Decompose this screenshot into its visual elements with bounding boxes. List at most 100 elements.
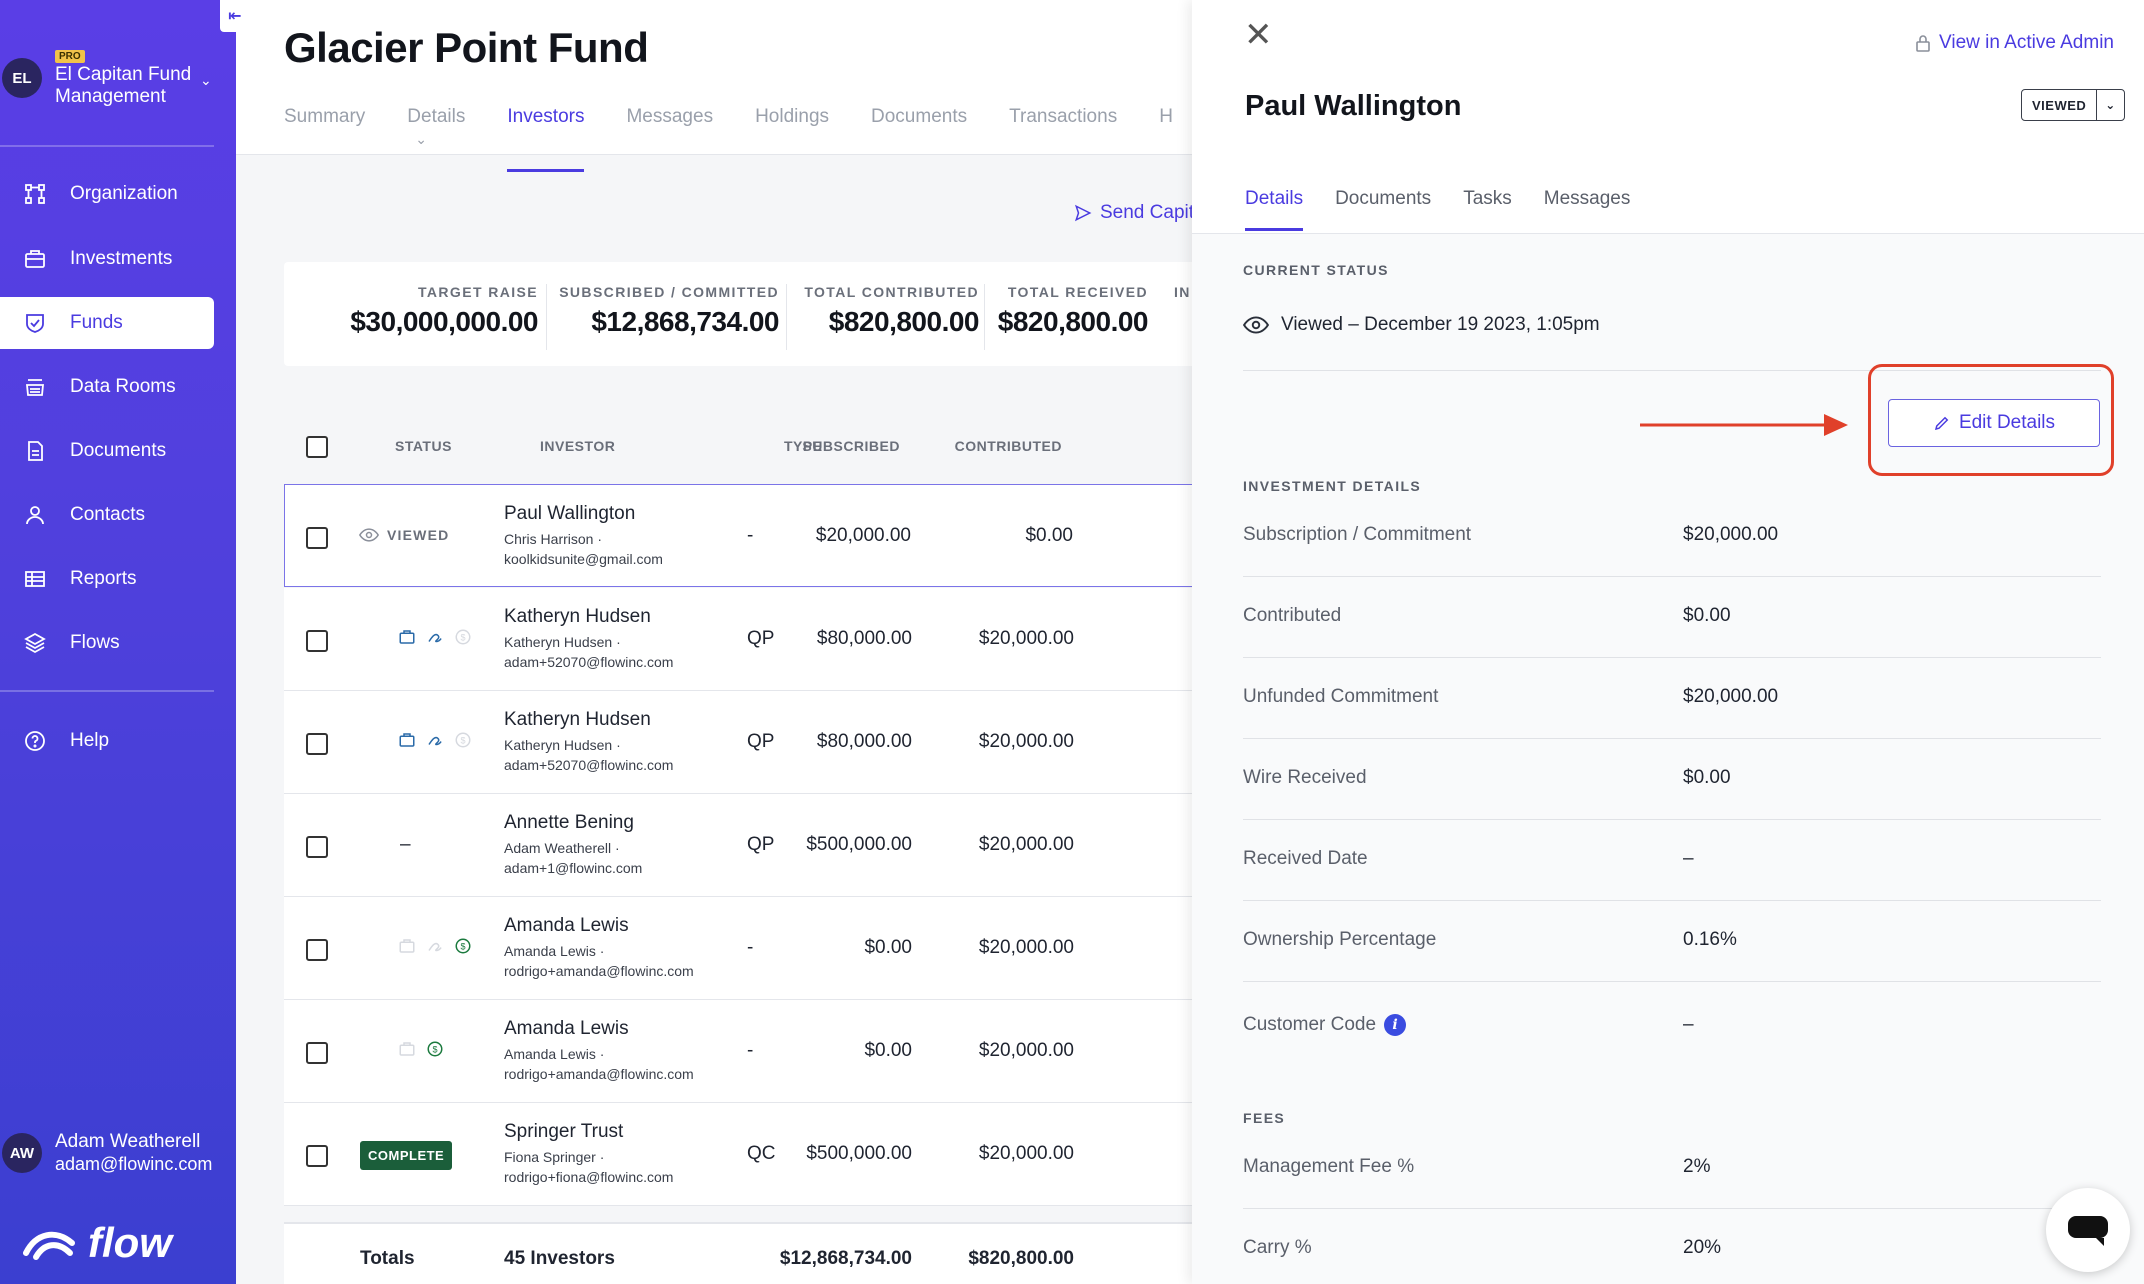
status-icons: $ xyxy=(398,628,472,646)
row-checkbox[interactable] xyxy=(306,527,328,549)
table-row[interactable]: VIEWED Paul Wallington Chris Harrison · … xyxy=(284,484,1192,587)
totals-investors: 45 Investors xyxy=(504,1248,615,1269)
column-type[interactable]: TYPE xyxy=(784,438,823,454)
tab-tasks[interactable]: Tasks xyxy=(1463,188,1512,209)
column-status[interactable]: STATUS xyxy=(395,438,452,454)
sidebar-item-help[interactable]: Help xyxy=(0,715,214,767)
investor-name[interactable]: Annette Bening xyxy=(504,812,634,833)
detail-label: Carry % xyxy=(1243,1237,1312,1258)
stat-total-contributed: TOTAL CONTRIBUTED $820,800.00 xyxy=(804,284,979,338)
row-checkbox[interactable] xyxy=(306,630,328,652)
row-checkbox[interactable] xyxy=(306,733,328,755)
investor-email: rodrigo+amanda@flowinc.com xyxy=(504,963,694,979)
collapse-left-icon[interactable]: ⇤ xyxy=(220,0,250,32)
chevron-down-icon: ⌄ xyxy=(2105,98,2116,112)
sidebar-item-reports[interactable]: Reports xyxy=(0,553,214,605)
database-icon xyxy=(0,375,70,399)
table-row[interactable]: COMPLETE Springer Trust Fiona Springer ·… xyxy=(284,1103,1192,1206)
tabs-divider xyxy=(1192,233,2144,234)
row-checkbox[interactable] xyxy=(306,939,328,961)
detail-value: – xyxy=(1683,848,1694,869)
tab-summary[interactable]: Summary xyxy=(284,106,366,127)
column-contributed[interactable]: CONTRIBUTED xyxy=(954,438,1062,454)
row-checkbox[interactable] xyxy=(306,836,328,858)
org-switcher[interactable]: EL PRO El Capitan Fund Management ⌄ xyxy=(0,50,236,110)
tab-holdings[interactable]: Holdings xyxy=(755,106,830,127)
main-content: Glacier Point Fund Summary Details ⌄ Inv… xyxy=(236,0,1192,1284)
table-row[interactable]: $ Amanda Lewis Amanda Lewis · rodrigo+am… xyxy=(284,1000,1192,1103)
sidebar-item-investments[interactable]: Investments xyxy=(0,233,214,285)
dollar-circle-icon: $ xyxy=(455,629,471,645)
sidebar-item-flows[interactable]: Flows xyxy=(0,617,214,669)
briefcase-icon xyxy=(399,1042,415,1056)
dollar-circle-icon: $ xyxy=(455,732,471,748)
sidebar-item-organization[interactable]: Organization xyxy=(0,168,214,220)
column-subscribed[interactable]: SUBSCRIBED xyxy=(802,438,900,454)
drawer-details-content: CURRENT STATUS Viewed – December 19 2023… xyxy=(1192,234,2144,1284)
briefcase-icon xyxy=(399,939,415,953)
investor-detail-drawer: ✕ View in Active Admin Paul Wallington V… xyxy=(1192,0,2144,1284)
info-icon[interactable]: i xyxy=(1384,1014,1407,1036)
tab-messages[interactable]: Messages xyxy=(626,106,714,127)
row-checkbox[interactable] xyxy=(306,1145,328,1167)
tab-transactions[interactable]: Transactions xyxy=(1009,106,1118,127)
detail-label: Received Date xyxy=(1243,848,1368,869)
drawer-tabs: Details Documents Tasks Messages xyxy=(1245,188,1662,231)
sidebar-item-contacts[interactable]: Contacts xyxy=(0,489,214,541)
select-all-checkbox[interactable] xyxy=(306,436,328,458)
tab-details[interactable]: Details xyxy=(1245,188,1304,231)
brand-logo: flow xyxy=(22,1218,172,1268)
investor-contact: Katheryn Hudsen · xyxy=(504,634,621,650)
sidebar-item-funds[interactable]: Funds xyxy=(0,297,214,349)
annotation-arrow-icon xyxy=(1640,414,1848,436)
investor-type: QP xyxy=(747,834,775,855)
investor-name[interactable]: Katheryn Hudsen xyxy=(504,606,651,627)
tab-documents[interactable]: Documents xyxy=(1335,188,1432,209)
chevron-down-icon[interactable]: ⌄ xyxy=(200,72,212,88)
subscribed-amount: $0.00 xyxy=(864,937,912,958)
detail-label: Wire Received xyxy=(1243,767,1367,788)
investor-name[interactable]: Amanda Lewis xyxy=(504,915,629,936)
tab-documents[interactable]: Documents xyxy=(871,106,968,127)
layers-icon xyxy=(0,631,70,655)
send-icon xyxy=(1074,204,1092,222)
stat-label: TOTAL CONTRIBUTED xyxy=(804,284,979,300)
tab-more[interactable]: H xyxy=(1159,106,1173,127)
investor-name[interactable]: Katheryn Hudsen xyxy=(504,709,651,730)
table-row[interactable]: – Annette Bening Adam Weatherell · adam+… xyxy=(284,794,1192,897)
column-investor[interactable]: INVESTOR xyxy=(540,438,616,454)
briefcase-icon xyxy=(0,247,70,271)
sidebar-item-data-rooms[interactable]: Data Rooms xyxy=(0,361,214,413)
contributed-amount: $20,000.00 xyxy=(978,1143,1074,1164)
totals-contributed: $820,800.00 xyxy=(968,1248,1074,1269)
table-row[interactable]: $ Amanda Lewis Amanda Lewis · rodrigo+am… xyxy=(284,897,1192,1000)
table-row[interactable]: $ Katheryn Hudsen Katheryn Hudsen · adam… xyxy=(284,691,1192,794)
row-checkbox[interactable] xyxy=(306,1042,328,1064)
user-menu[interactable]: AW Adam Weatherell adam@flowinc.com xyxy=(0,1125,236,1185)
tab-messages[interactable]: Messages xyxy=(1543,188,1631,209)
tab-investors[interactable]: Investors xyxy=(507,106,585,172)
close-icon[interactable]: ✕ xyxy=(1244,16,1273,54)
investor-name[interactable]: Springer Trust xyxy=(504,1121,624,1142)
detail-row-subscription: Subscription / Commitment $20,000.00 xyxy=(1243,496,2101,577)
send-capital-call-button[interactable]: Send Capit xyxy=(1074,202,1192,224)
person-icon xyxy=(0,503,70,527)
investor-email: adam+52070@flowinc.com xyxy=(504,757,674,773)
sidebar-item-documents[interactable]: Documents xyxy=(0,425,214,477)
investor-email: adam+52070@flowinc.com xyxy=(504,654,674,670)
investor-name[interactable]: Amanda Lewis xyxy=(504,1018,629,1039)
sidebar-item-label: Flows xyxy=(70,632,120,653)
view-in-active-admin-link[interactable]: View in Active Admin xyxy=(1915,32,2114,54)
investor-name[interactable]: Paul Wallington xyxy=(504,503,636,524)
table-row[interactable]: $ Katheryn Hudsen Katheryn Hudsen · adam… xyxy=(284,588,1192,691)
status-dropdown-button[interactable]: VIEWED ⌄ xyxy=(2021,89,2125,121)
detail-value: – xyxy=(1683,1014,1694,1035)
section-label-fees: FEES xyxy=(1243,1110,1286,1126)
detail-row-customer-code: Customer Code i – xyxy=(1243,982,2101,1063)
fund-tabs: Summary Details ⌄ Investors Messages Hol… xyxy=(284,106,1192,172)
edit-details-button[interactable]: Edit Details xyxy=(1888,399,2100,447)
chat-support-button[interactable] xyxy=(2046,1188,2130,1272)
edit-details-label: Edit Details xyxy=(1958,412,2056,433)
table-icon xyxy=(0,567,70,591)
tab-details[interactable]: Details ⌄ xyxy=(407,106,465,172)
